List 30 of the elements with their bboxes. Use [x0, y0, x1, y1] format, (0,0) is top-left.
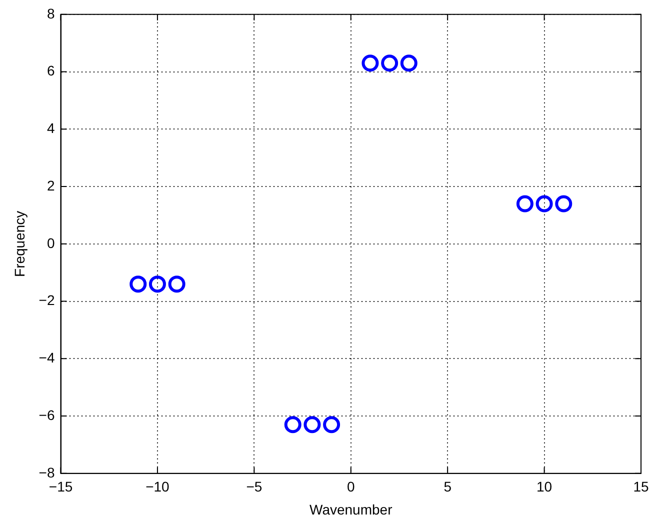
x-tick-label: 5 — [444, 478, 452, 495]
y-tick-label: 4 — [46, 120, 55, 136]
point — [536, 195, 553, 212]
point — [284, 416, 302, 434]
point — [362, 54, 379, 72]
y-tick-label: 6 — [46, 62, 55, 79]
point — [304, 416, 321, 434]
x-tick-label: −10 — [146, 478, 170, 495]
x-axis-title: Wavenumber — [310, 501, 393, 518]
y-axis-title: Frequency — [11, 210, 28, 277]
point — [400, 54, 418, 72]
y-tick-label: −2 — [38, 292, 55, 308]
x-tick-label: 0 — [346, 478, 355, 495]
point — [148, 276, 166, 293]
y-tick-label: −8 — [38, 464, 55, 480]
point — [381, 54, 398, 72]
x-tick-label: 15 — [633, 478, 649, 495]
point — [516, 195, 534, 212]
y-tick-label: 0 — [46, 234, 55, 251]
x-tick-label: 10 — [536, 478, 552, 495]
point — [168, 276, 186, 293]
point — [130, 276, 147, 293]
y-tick-label: −4 — [38, 350, 55, 366]
point — [323, 416, 340, 434]
y-tick-label: 8 — [46, 5, 55, 22]
point — [555, 195, 572, 212]
y-tick-label: −6 — [38, 406, 55, 423]
y-tick-label: 2 — [46, 177, 55, 194]
x-tick-label: −15 — [48, 478, 73, 495]
x-tick-label: −5 — [246, 478, 262, 495]
